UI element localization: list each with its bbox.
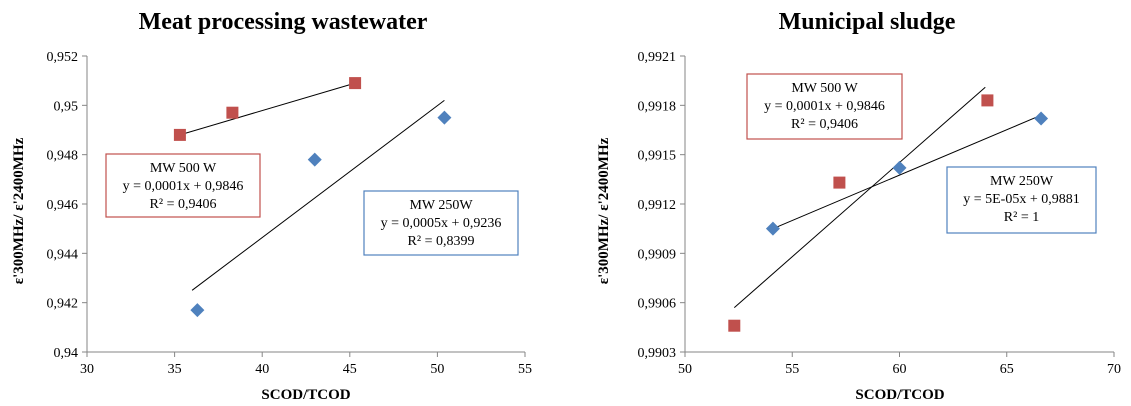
y-tick-label: 0,9909 (638, 247, 677, 262)
equation-box: MW 250W y = 0,0005x + 0,9236 R² = 0,8399 (363, 190, 519, 256)
equation-box: MW 500 W y = 0,0001x + 0,9846 R² = 0,9406 (746, 73, 903, 140)
data-point-mw250 (765, 221, 780, 236)
y-tick-label: 0,942 (47, 297, 79, 312)
y-tick-label: 0,9912 (638, 198, 677, 213)
y-axis-label: ε'300MHz/ ε'2400MHz (596, 137, 612, 284)
equation-text: R² = 0,9406 (791, 117, 858, 132)
data-point-mw500 (226, 106, 239, 119)
chart-municipal-sludge: Municipal sludge SCOD/TCOD ε'300MHz/ ε'2… (596, 9, 1121, 403)
equation-box-border (946, 166, 1097, 234)
y-tick-label: 0,94 (54, 346, 79, 361)
y-tick-label: 0,9921 (638, 50, 677, 65)
y-tick-label: 0,9903 (638, 346, 677, 361)
data-point-mw500 (728, 319, 741, 332)
y-tick-label: 0,9906 (638, 297, 677, 312)
equation-text: R² = 0,8399 (408, 234, 475, 249)
y-tick-label: 0,9918 (638, 99, 677, 114)
y-tick-label: 0,944 (47, 247, 79, 262)
data-point-mw250 (892, 160, 907, 175)
x-tick-label: 70 (1107, 362, 1121, 377)
x-tick-label: 35 (168, 362, 182, 377)
x-tick-label: 30 (80, 362, 94, 377)
x-tick-label: 55 (518, 362, 532, 377)
equation-text: y = 5E-05x + 0,9881 (963, 192, 1080, 207)
data-point-mw250 (1034, 111, 1049, 126)
y-tick-label: 0,946 (47, 198, 79, 213)
trendline-mw250 (772, 114, 1042, 230)
data-point-mw500 (981, 94, 994, 107)
trendline-mw250 (191, 100, 445, 291)
data-point-mw500 (349, 77, 362, 90)
equation-text: y = 0,0001x + 0,9846 (123, 179, 244, 194)
equation-box-border (105, 153, 261, 218)
chart-title: Meat processing wastewater (139, 9, 428, 35)
equation-text: R² = 0,9406 (150, 197, 217, 212)
data-point-mw250 (307, 152, 322, 167)
trendline-mw500 (733, 86, 986, 308)
equation-text: MW 500 W (791, 81, 858, 96)
equation-text: R² = 1 (1004, 210, 1039, 225)
data-point-mw250 (190, 303, 205, 318)
y-axis-label: ε'300MHz/ ε'2400MHz (11, 137, 27, 284)
equation-text: MW 250W (409, 198, 473, 213)
y-tick-label: 0,95 (54, 99, 79, 114)
chart-title: Municipal sludge (779, 9, 956, 35)
x-axis-label: SCOD/TCOD (261, 387, 350, 403)
equation-box-border (746, 73, 903, 140)
chart-meat-processing: Meat processing wastewater SCOD/TCOD ε'3… (11, 9, 532, 403)
x-tick-label: 50 (678, 362, 692, 377)
equation-text: y = 0,0005x + 0,9236 (381, 216, 502, 231)
x-tick-label: 65 (1000, 362, 1014, 377)
equation-text: y = 0,0001x + 0,9846 (764, 99, 885, 114)
equation-text: MW 500 W (150, 161, 217, 176)
trendline-mw500 (179, 82, 356, 136)
y-tick-label: 0,9915 (638, 149, 677, 164)
y-tick-label: 0,948 (47, 149, 79, 164)
data-point-mw250 (437, 110, 452, 125)
x-tick-label: 45 (343, 362, 357, 377)
equation-text: MW 250W (990, 174, 1054, 189)
x-tick-label: 40 (255, 362, 269, 377)
data-point-mw500 (173, 128, 186, 141)
x-tick-label: 50 (430, 362, 444, 377)
data-point-mw500 (833, 176, 846, 189)
equation-box: MW 500 W y = 0,0001x + 0,9846 R² = 0,9406 (105, 153, 261, 218)
x-tick-label: 60 (893, 362, 907, 377)
equation-box-border (363, 190, 519, 256)
x-tick-label: 55 (785, 362, 799, 377)
x-axis-label: SCOD/TCOD (855, 387, 944, 403)
y-tick-label: 0,952 (47, 50, 79, 65)
equation-box: MW 250W y = 5E-05x + 0,9881 R² = 1 (946, 166, 1097, 234)
